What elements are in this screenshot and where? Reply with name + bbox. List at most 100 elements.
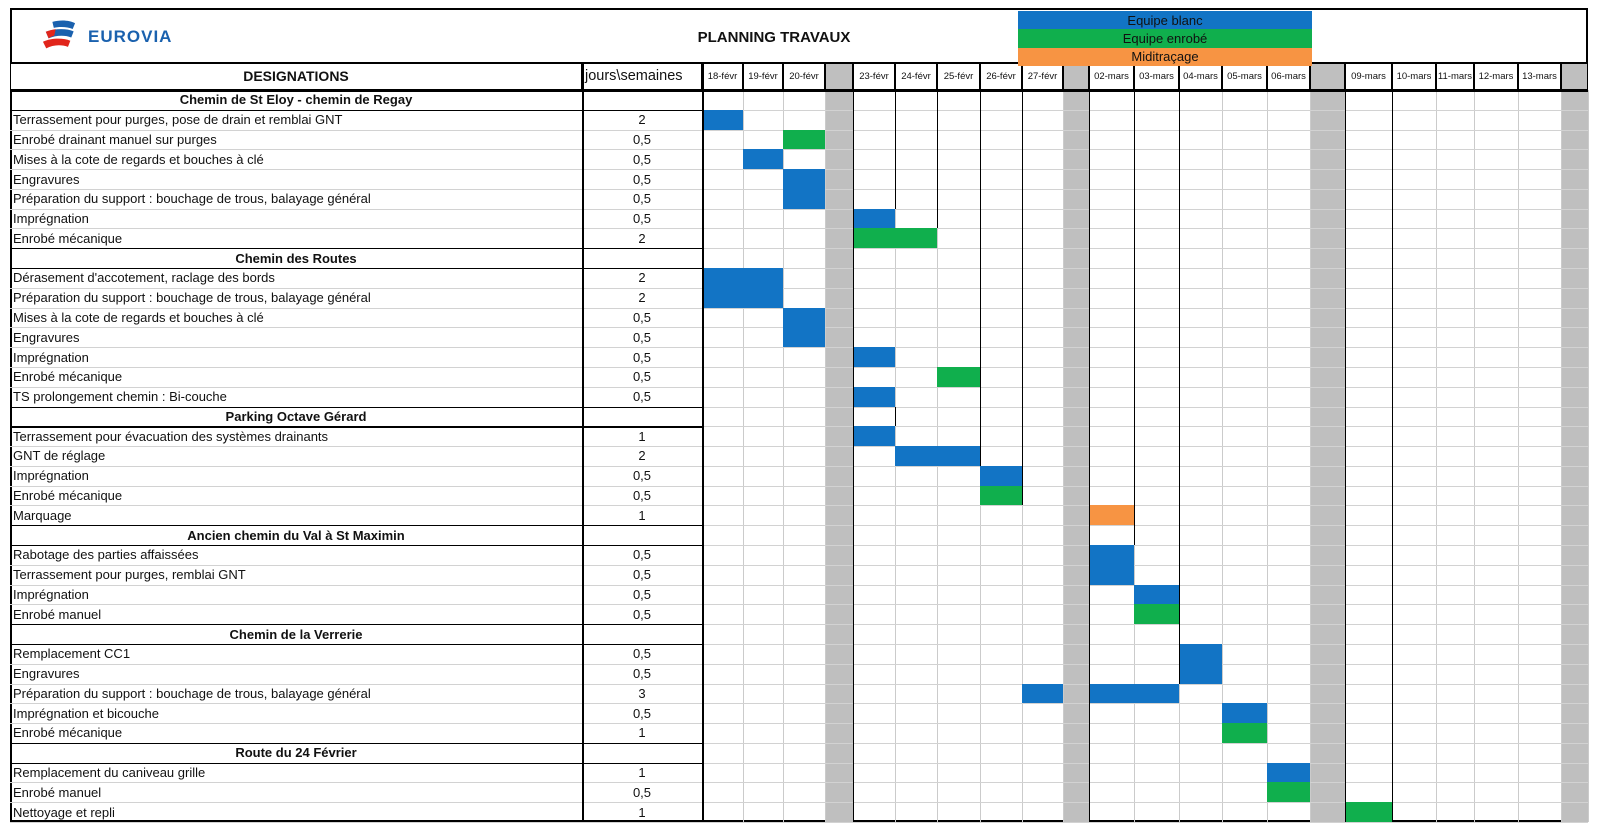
week-boundary-line xyxy=(1089,90,1091,822)
grid-row-line xyxy=(10,149,1588,151)
section-row: Parking Octave Gérard xyxy=(225,408,367,424)
gantt-bar xyxy=(1345,802,1392,822)
task-duration: 0,5 xyxy=(632,369,652,385)
task-label: Enrobé manuel xyxy=(13,784,102,800)
grid-row-line xyxy=(10,268,1588,270)
gantt-bar xyxy=(1222,703,1267,724)
task-duration: 0,5 xyxy=(632,567,652,583)
grid-row-line xyxy=(10,485,1588,487)
task-label: Nettoyage et repli xyxy=(13,804,115,820)
task-duration: 0,5 xyxy=(632,329,652,345)
gantt-bar xyxy=(1089,683,1179,704)
task-duration: 2 xyxy=(638,270,646,286)
gantt-bar xyxy=(783,307,825,328)
grid-row-line xyxy=(10,762,1588,764)
task-duration: 0,5 xyxy=(632,131,652,147)
section-border-bottom xyxy=(10,545,702,547)
grid-row-line xyxy=(10,584,1588,586)
task-label: Remplacement CC1 xyxy=(13,646,131,662)
gantt-bar xyxy=(702,268,783,288)
week-boundary-line xyxy=(1179,90,1181,684)
task-label: Remplacement du caniveau grille xyxy=(13,765,206,781)
task-duration: 0,5 xyxy=(632,191,652,207)
task-label: Terrassement pour purges, pose de drain … xyxy=(13,112,343,128)
legend-item-label: Equipe enrobé xyxy=(1122,31,1208,47)
week-boundary-line xyxy=(1022,90,1024,506)
gantt-bar xyxy=(853,386,895,407)
task-label: GNT de réglage xyxy=(13,448,106,464)
date-column-header: 04-mars xyxy=(1179,62,1222,90)
grid-row-line xyxy=(10,287,1588,289)
week-boundary-line xyxy=(853,90,855,822)
date-column-header: 12-mars xyxy=(1474,62,1518,90)
gantt-bar xyxy=(1267,782,1310,803)
task-label: Enrobé mécanique xyxy=(13,369,123,385)
date-column-header: 02-mars xyxy=(1089,62,1134,90)
grid-row-line xyxy=(10,604,1588,606)
task-duration: 0,5 xyxy=(632,349,652,365)
weekend-separator-header xyxy=(1063,62,1089,90)
page-title: PLANNING TRAVAUX xyxy=(697,29,851,46)
section-border-top xyxy=(10,406,702,408)
date-column-header: 23-févr xyxy=(853,62,895,90)
gantt-bar xyxy=(853,228,937,249)
grid-row-line xyxy=(10,446,1588,448)
task-duration: 0,5 xyxy=(632,784,652,800)
grid-row-line xyxy=(10,822,1588,823)
grid-row-line xyxy=(10,683,1588,685)
task-label: Préparation du support : bouchage de tro… xyxy=(13,191,371,207)
grid-row-line xyxy=(10,347,1588,349)
grid-row-line xyxy=(10,723,1588,725)
eurovia-logo-text: EUROVIA xyxy=(88,27,173,46)
task-duration: 0,5 xyxy=(632,666,652,682)
gantt-bar xyxy=(1089,505,1134,526)
grid-row-line xyxy=(10,703,1588,705)
task-label: Mises à la cote de regards et bouches à … xyxy=(13,151,264,167)
grid-column-line xyxy=(743,90,744,822)
task-label: Enrobé drainant manuel sur purges xyxy=(13,131,217,147)
grid-row-line xyxy=(10,564,1588,566)
task-duration: 0,5 xyxy=(632,211,652,227)
grid-row-line xyxy=(10,465,1588,467)
task-label: TS prolongement chemin : Bi-couche xyxy=(13,389,227,405)
task-label: Imprégnation xyxy=(13,211,89,227)
task-duration: 1 xyxy=(638,804,646,820)
gantt-bar xyxy=(1089,564,1134,585)
legend-item-label: Equipe blanc xyxy=(1127,12,1203,28)
weekend-column xyxy=(825,90,853,822)
date-column-header: 06-mars xyxy=(1267,62,1310,90)
days-weeks-header: jours\semaines xyxy=(582,62,702,90)
task-duration: 0,5 xyxy=(632,468,652,484)
legend-item: Equipe blanc xyxy=(1018,11,1312,30)
designations-header: DESIGNATIONS xyxy=(10,62,582,90)
task-duration: 0,5 xyxy=(632,646,652,662)
grid-column-line xyxy=(1436,90,1437,822)
planning-sheet: EUROVIA PLANNING TRAVAUX Equipe blanc Equ… xyxy=(10,8,1589,823)
task-label: Engravures xyxy=(13,666,80,682)
gantt-bar xyxy=(783,327,825,348)
task-label: Terrassement pour évacuation des système… xyxy=(13,428,329,444)
task-label: Enrobé mécanique xyxy=(13,488,123,504)
grid-row-line xyxy=(10,545,1588,547)
grid-column-line xyxy=(1310,90,1311,822)
week-boundary-line xyxy=(1134,90,1136,546)
weekend-column xyxy=(1063,90,1089,822)
grid-column-line xyxy=(1518,90,1519,822)
grid-row-line xyxy=(10,386,1588,388)
section-row: Chemin des Routes xyxy=(235,250,357,266)
section-border-bottom xyxy=(10,109,702,111)
week-boundary-line xyxy=(937,90,939,229)
weekend-column xyxy=(1561,90,1588,822)
date-column-header: 26-févr xyxy=(980,62,1022,90)
date-column-header: 19-févr xyxy=(743,62,783,90)
section-border-bottom xyxy=(10,643,702,646)
date-column-header: 27-févr xyxy=(1022,62,1063,90)
section-border-top xyxy=(10,248,702,250)
gantt-bar xyxy=(853,347,895,367)
task-duration: 0,5 xyxy=(632,151,652,167)
grid-row-line xyxy=(10,624,1588,626)
task-label: Engravures xyxy=(13,329,80,345)
task-duration: 0,5 xyxy=(632,310,652,325)
gantt-bar xyxy=(1022,683,1063,704)
date-column-header: 20-févr xyxy=(783,62,825,90)
